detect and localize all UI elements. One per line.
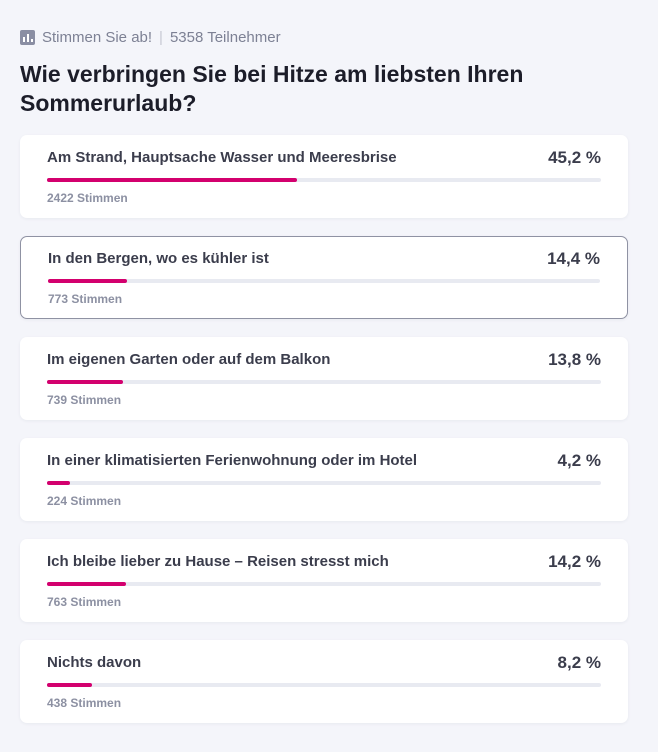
result-bar-fill: [48, 279, 128, 283]
poll-option-garden[interactable]: Im eigenen Garten oder auf dem Balkon 13…: [20, 337, 628, 420]
poll-option-hotel[interactable]: In einer klimatisierten Ferienwohnung od…: [20, 438, 628, 521]
result-bar-track: [47, 481, 601, 485]
poll-option-none[interactable]: Nichts davon 8,2 % 438 Stimmen: [20, 640, 628, 723]
option-percent: 13,8 %: [548, 350, 601, 369]
header-separator: |: [159, 29, 163, 46]
option-percent: 4,2 %: [557, 451, 601, 470]
option-label: Ich bleibe lieber zu Hause – Reisen stre…: [47, 553, 389, 570]
result-bar-fill: [47, 178, 298, 182]
option-percent: 8,2 %: [557, 653, 601, 672]
result-bar-fill: [47, 582, 126, 586]
poll-option-home[interactable]: Ich bleibe lieber zu Hause – Reisen stre…: [20, 539, 628, 622]
option-percent: 45,2 %: [548, 148, 601, 167]
result-bar-fill: [47, 683, 93, 687]
option-label: Im eigenen Garten oder auf dem Balkon: [47, 351, 331, 368]
option-label: Am Strand, Hauptsache Wasser und Meeresb…: [47, 149, 397, 166]
option-votes: 763 Stimmen: [47, 595, 122, 609]
option-votes: 2422 Stimmen: [47, 191, 128, 205]
poll-option-mountains[interactable]: In den Bergen, wo es kühler ist 14,4 % 7…: [20, 236, 628, 319]
result-bar-fill: [47, 380, 124, 384]
option-label: Nichts davon: [47, 654, 142, 671]
result-bar-track: [47, 582, 601, 586]
option-label: In den Bergen, wo es kühler ist: [48, 250, 269, 267]
option-votes: 773 Stimmen: [48, 292, 123, 306]
result-bar-track: [47, 380, 601, 384]
option-percent: 14,4 %: [547, 249, 600, 268]
poll-options: Am Strand, Hauptsache Wasser und Meeresb…: [20, 135, 628, 741]
result-bar-track: [47, 683, 601, 687]
option-votes: 739 Stimmen: [47, 393, 122, 407]
option-votes: 438 Stimmen: [47, 696, 122, 710]
option-votes: 224 Stimmen: [47, 494, 122, 508]
poll-option-beach[interactable]: Am Strand, Hauptsache Wasser und Meeresb…: [20, 135, 628, 218]
participant-count: 5358 Teilnehmer: [169, 29, 281, 46]
bar-chart-icon: [20, 30, 35, 45]
option-label: In einer klimatisierten Ferienwohnung od…: [47, 452, 418, 469]
option-percent: 14,2 %: [548, 552, 601, 571]
vote-cta: Stimmen Sie ab!: [42, 29, 153, 46]
result-bar-track: [48, 279, 600, 283]
poll-header: Stimmen Sie ab! | 5358 Teilnehmer: [20, 29, 281, 46]
result-bar-track: [47, 178, 601, 182]
result-bar-fill: [47, 481, 71, 485]
poll-question: Wie verbringen Sie bei Hitze am liebsten…: [20, 61, 524, 116]
